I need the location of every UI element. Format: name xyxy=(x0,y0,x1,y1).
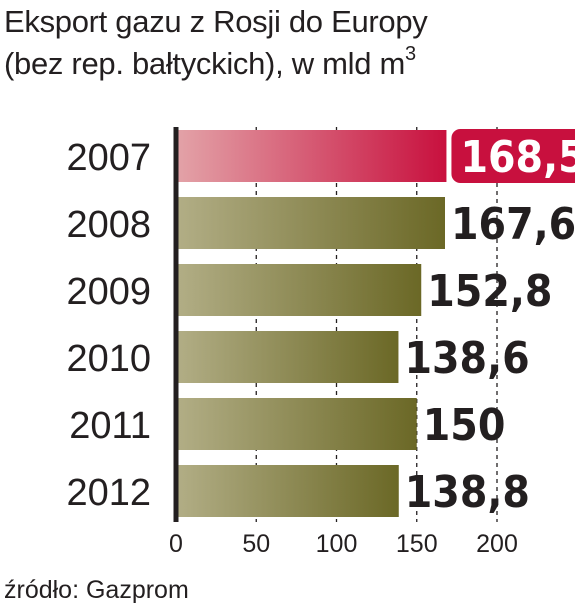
x-tick-label-150: 150 xyxy=(396,530,438,558)
source-note: źródło: Gazprom xyxy=(4,576,189,604)
labels: 2007 168,5 2008 167,6 2009 152,8 2010 138,6 2011… xyxy=(66,129,575,518)
category-label-2010: 2010 xyxy=(66,338,151,380)
bar-2008 xyxy=(176,197,445,249)
value-label-2007: 168,5 xyxy=(460,132,575,183)
bars xyxy=(176,130,447,517)
category-label-2009: 2009 xyxy=(66,271,151,313)
value-label-2011: 150 xyxy=(423,400,506,451)
bar-2011 xyxy=(176,398,417,450)
gridlines xyxy=(255,127,498,522)
bar-2009 xyxy=(176,264,422,316)
chart-subtitle-text: (bez rep. bałtyckich), w mld m xyxy=(4,46,405,81)
x-tick-label-100: 100 xyxy=(316,530,358,558)
category-label-2011: 2011 xyxy=(69,405,151,447)
x-tick-label-200: 200 xyxy=(476,530,518,558)
category-label-2007: 2007 xyxy=(66,137,151,179)
category-label-2012: 2012 xyxy=(66,472,151,514)
chart-subtitle: (bez rep. bałtyckich), w mld m3 xyxy=(4,43,416,82)
value-label-2010: 138,6 xyxy=(404,333,529,384)
x-tick-label-0: 0 xyxy=(169,530,183,558)
value-label-2012: 138,8 xyxy=(405,467,530,518)
axes: 0 50 100 150 200 xyxy=(169,127,518,558)
x-tick-label-50: 50 xyxy=(242,530,270,558)
unit-superscript: 3 xyxy=(405,43,416,65)
value-label-2008: 167,6 xyxy=(451,199,575,250)
chart-title: Eksport gazu z Rosji do Europy xyxy=(4,4,428,39)
value-label-2009: 152,8 xyxy=(427,266,552,317)
category-label-2008: 2008 xyxy=(66,204,151,246)
bar-2010 xyxy=(176,331,399,383)
bar-2012 xyxy=(176,465,399,517)
bar-2007 xyxy=(176,130,447,182)
value-label-badge-2007 xyxy=(451,129,575,183)
